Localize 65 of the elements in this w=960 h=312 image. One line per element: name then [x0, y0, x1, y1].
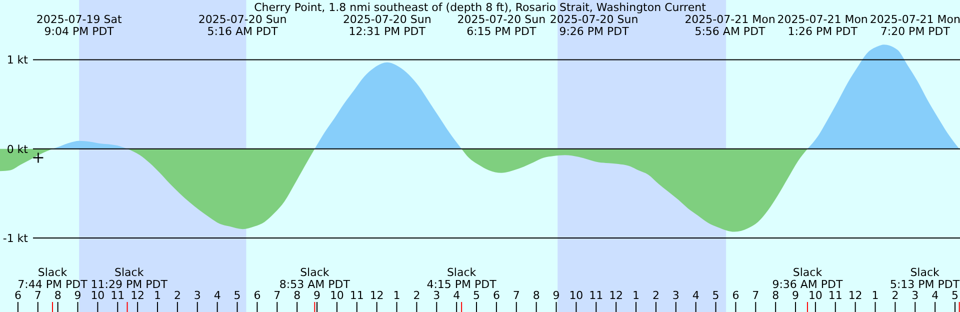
x-tick-label: 11	[350, 289, 364, 302]
x-tick-label: 7	[752, 289, 760, 302]
annotation: 2025-07-19 Sat 9:04 PM PDT	[36, 13, 122, 38]
annotation: Slack 4:15 PM PDT	[426, 266, 497, 291]
x-tick-label: 3	[433, 289, 440, 302]
x-tick-label: 3	[912, 289, 919, 302]
x-tick-label: 10	[330, 289, 344, 302]
x-tick-label: 5	[712, 289, 720, 302]
annotation: Slack 8:53 AM PDT	[279, 266, 350, 291]
x-tick-label: 3	[672, 289, 680, 302]
annotation: Slack 5:13 PM PDT	[890, 266, 960, 291]
x-tick-label: 12	[370, 289, 384, 302]
x-tick-label: 7	[512, 289, 520, 302]
x-tick-label: 6	[254, 289, 261, 302]
x-tick-label: 4	[692, 289, 700, 302]
annotation: 2025-07-21 Mon 5:56 AM PDT	[684, 13, 776, 38]
x-tick-label: 7	[274, 289, 281, 302]
x-tick-label: 2	[174, 289, 181, 302]
x-tick-label: 11	[589, 289, 604, 302]
x-tick-label: 6	[732, 289, 740, 302]
y-tick-label: -1 kt	[2, 232, 29, 246]
x-tick-label: 8	[54, 289, 62, 302]
x-tick-label: 4	[453, 289, 460, 302]
x-tick-label: 1	[632, 289, 640, 302]
annotation: 2025-07-20 Sun 5:16 AM PDT	[198, 13, 287, 38]
x-tick-label: 9	[314, 289, 321, 302]
x-tick-label: 10	[90, 289, 105, 302]
annotation: Slack 7:44 PM PDT	[18, 266, 88, 291]
x-tick-label: 10	[569, 289, 584, 302]
chart-title: Cherry Point, 1.8 nmi southeast of (depth 8 ft), Rosario Strait, Washington Current	[254, 1, 707, 14]
x-tick-label: 5	[234, 289, 241, 302]
x-tick-label: 4	[932, 289, 939, 302]
annotation: 2025-07-21 Mon 7:20 PM PDT	[870, 13, 960, 38]
annotation: Slack 11:29 PM PDT	[90, 266, 168, 291]
x-tick-label: 12	[130, 289, 145, 302]
x-tick-label: 8	[294, 289, 301, 302]
x-tick-label: 12	[848, 289, 862, 302]
annotation: 2025-07-21 Mon 1:26 PM PDT	[777, 13, 868, 38]
annotation: Slack 9:36 AM PDT	[772, 266, 844, 291]
x-tick-label: 7	[34, 289, 42, 302]
x-tick-label: 5	[473, 289, 480, 302]
x-tick-label: 6	[492, 289, 500, 302]
x-tick-label: 10	[808, 289, 822, 302]
y-tick-label: 1 kt	[6, 54, 29, 67]
x-tick-label: 1	[872, 289, 879, 302]
x-tick-label: 11	[828, 289, 842, 302]
x-tick-label: 1	[154, 289, 162, 302]
annotation: 2025-07-20 Sun 12:31 PM PDT	[342, 13, 432, 38]
x-tick-label: 4	[214, 289, 221, 302]
x-tick-label: 9	[74, 289, 82, 302]
x-tick-label: 9	[792, 289, 800, 302]
x-tick-label: 9	[552, 289, 560, 302]
x-tick-label: 1	[393, 289, 400, 302]
x-tick-label: 11	[110, 289, 125, 302]
x-tick-label: 5	[952, 289, 959, 302]
annotation: 2025-07-20 Sun 9:26 PM PDT	[550, 13, 638, 38]
x-tick-label: 8	[772, 289, 780, 302]
x-tick-label: 2	[892, 289, 899, 302]
x-tick-label: 2	[413, 289, 420, 302]
x-tick-label: 2	[652, 289, 660, 302]
x-tick-label: 12	[609, 289, 624, 302]
x-tick-label: 3	[194, 289, 201, 302]
x-tick-label: 6	[14, 289, 22, 302]
x-tick-label: 8	[532, 289, 540, 302]
annotation: 2025-07-20 Sun 6:15 PM PDT	[457, 13, 546, 38]
